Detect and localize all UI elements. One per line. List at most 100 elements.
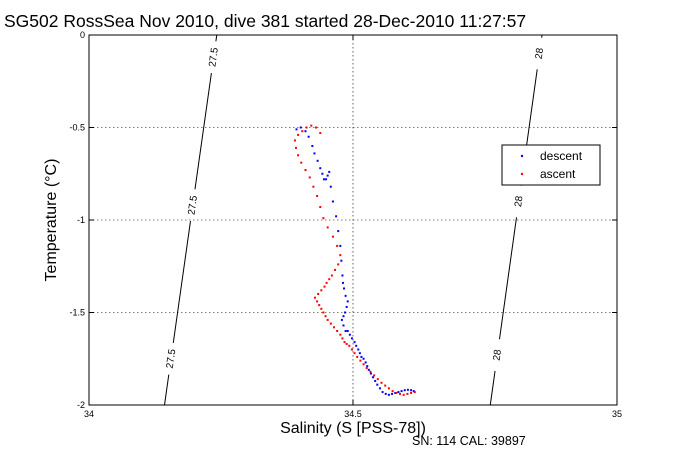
contour-line-segment xyxy=(172,220,191,343)
ascent-point xyxy=(323,285,326,288)
descent-point xyxy=(412,390,415,393)
ascent-point xyxy=(365,367,368,369)
descent-point xyxy=(328,170,331,173)
ascent-point xyxy=(320,307,323,310)
descent-point xyxy=(350,337,353,340)
legend-label-ascent: ascent xyxy=(540,167,576,181)
descent-point xyxy=(325,178,328,181)
descent-point xyxy=(326,174,329,177)
descent-point xyxy=(406,388,409,391)
contour-label: 27.5 xyxy=(207,46,221,67)
ascent-point xyxy=(336,330,339,332)
ascent-point xyxy=(297,154,300,157)
legend: descent ascent xyxy=(501,144,601,186)
descent-point xyxy=(367,368,370,371)
descent-point xyxy=(319,167,322,170)
descent-point xyxy=(344,311,347,314)
ascent-point xyxy=(301,130,304,133)
descent-point xyxy=(346,330,349,332)
ascent-point xyxy=(331,235,334,238)
descent-point xyxy=(394,391,397,394)
descent-point xyxy=(391,392,394,395)
serial-calibration-footer: SN: 114 CAL: 39897 xyxy=(412,434,526,448)
y-tick-label: -2 xyxy=(77,400,85,410)
y-tick-label: -0.5 xyxy=(69,123,85,133)
ascent-point xyxy=(341,337,344,340)
ascent-point xyxy=(312,185,315,188)
ascent-point xyxy=(353,352,356,355)
descent-point xyxy=(329,185,332,188)
descent-point xyxy=(381,391,384,394)
ascent-point xyxy=(308,176,311,179)
ascent-point xyxy=(316,300,319,303)
descent-point xyxy=(369,372,372,375)
ascent-point xyxy=(398,392,401,395)
ascent-point xyxy=(373,374,376,377)
descent-point xyxy=(311,145,314,147)
ascent-point xyxy=(410,391,413,394)
x-tick-label: 34.5 xyxy=(344,409,362,419)
ascent-point xyxy=(350,348,353,351)
legend-label-descent: descent xyxy=(540,149,583,163)
descent-point xyxy=(403,389,406,392)
descent-point xyxy=(362,357,365,360)
contour-line-segment xyxy=(498,217,518,340)
descent-point xyxy=(397,391,400,394)
descent-point xyxy=(400,390,403,393)
y-tick-label: 0 xyxy=(80,30,85,40)
chart-title: SG502 RossSea Nov 2010, dive 381 started… xyxy=(4,11,526,31)
descent-point xyxy=(374,379,377,382)
descent-point xyxy=(313,152,316,155)
contour-line-segment xyxy=(164,374,170,406)
descent-point xyxy=(321,172,324,175)
ascent-point xyxy=(348,344,351,347)
ascent-point xyxy=(328,278,331,281)
descent-point xyxy=(372,376,375,379)
ascent-point xyxy=(316,194,319,197)
ascent-point xyxy=(406,392,409,395)
contour-label: 28 xyxy=(534,47,546,60)
data-points xyxy=(293,124,416,396)
ascent-point xyxy=(297,133,300,136)
contour-label: 27.5 xyxy=(186,194,200,215)
ascent-point xyxy=(343,341,346,344)
x-tick-label: 34 xyxy=(84,409,94,419)
descent-point xyxy=(339,244,342,247)
ascent-point xyxy=(329,322,332,325)
descent-point xyxy=(384,392,387,395)
ascent-point xyxy=(362,363,365,366)
axis-ticks: 0 -0.5 -1 -1.5 -234 34.5 35 xyxy=(69,30,622,419)
descent-point xyxy=(358,352,361,355)
ascent-point xyxy=(319,132,322,135)
descent-point xyxy=(316,159,319,162)
ascent-point xyxy=(413,391,416,394)
contour-line-segment xyxy=(489,370,496,406)
ascent-point xyxy=(339,254,342,257)
ascent-point xyxy=(310,124,313,127)
ascent-point xyxy=(337,263,340,266)
x-axis-label: Salinity (S [PSS-78]) xyxy=(280,420,426,437)
y-axis-label: Temperature (°C) xyxy=(43,159,60,282)
ascent-point xyxy=(322,217,325,220)
descent-point xyxy=(357,348,360,351)
ascent-point xyxy=(391,390,394,393)
contour-line-segment xyxy=(215,34,218,42)
descent-point xyxy=(341,274,344,277)
descent-point xyxy=(337,230,340,233)
descent-point xyxy=(366,365,369,368)
descent-point xyxy=(307,135,310,138)
ascent-point xyxy=(293,139,296,142)
x-tick-label: 35 xyxy=(612,409,622,419)
ascent-point xyxy=(325,281,328,284)
ascent-point xyxy=(317,293,320,295)
ascent-point xyxy=(304,169,307,172)
descent-point xyxy=(355,344,358,347)
ascent-point xyxy=(315,126,318,129)
ascent-point xyxy=(380,381,383,384)
descent-point xyxy=(322,178,325,181)
descent-point xyxy=(340,318,343,321)
ascent-point xyxy=(305,126,308,129)
ascent-point xyxy=(319,206,322,209)
descent-point xyxy=(376,383,379,386)
